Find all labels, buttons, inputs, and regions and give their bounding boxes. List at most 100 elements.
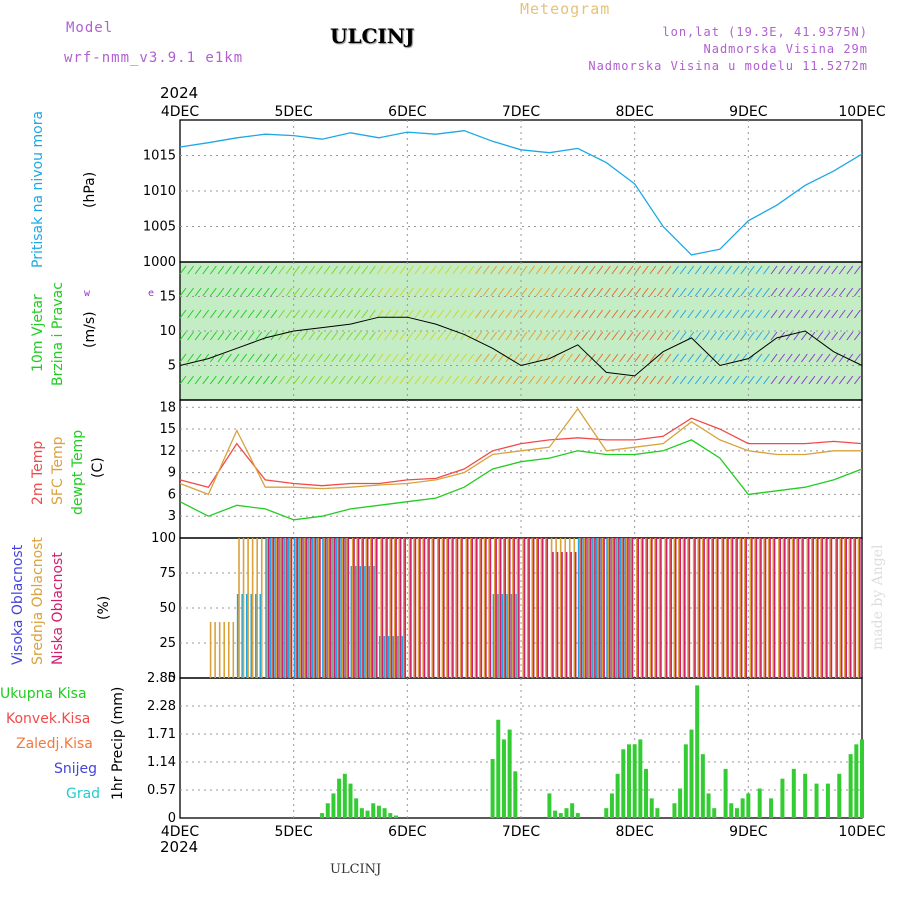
precip-bar: [854, 744, 859, 818]
cloud-bar-srednja-oblacnost: [664, 538, 667, 678]
cloud-bar-niska-oblacnost: [802, 538, 804, 678]
cloud-bar-visoka-oblacnost: [615, 538, 617, 678]
series-line-2m-temp: [179, 417, 863, 488]
wind-barb: [490, 331, 498, 341]
cloud-bar-niska-oblacnost: [821, 538, 824, 678]
cloud-bar-niska-oblacnost: [859, 538, 861, 678]
cloud-bar-srednja-oblacnost: [327, 538, 330, 678]
wind-barb: [513, 309, 520, 319]
wind-barb: [558, 375, 566, 385]
cloud-bar-srednja-oblacnost: [295, 538, 297, 678]
cloud-bar-visoka-oblacnost: [492, 594, 495, 678]
wind-barb: [785, 353, 793, 363]
wind-barb: [649, 375, 657, 385]
wind-barb: [232, 331, 240, 341]
wind-barb: [664, 353, 672, 363]
wind-barb: [664, 375, 672, 385]
wind-barb: [520, 309, 528, 319]
cloud-bar-visoka-oblacnost: [388, 636, 390, 678]
wind-barb: [603, 265, 611, 275]
cloud-bar-niska-oblacnost: [665, 538, 668, 678]
cloud-bar-visoka-oblacnost: [397, 636, 399, 678]
wind-barb: [179, 353, 187, 363]
wind-barb: [672, 287, 679, 297]
precip-bar: [678, 788, 683, 818]
ytick-label-pressure: 1010: [143, 184, 176, 199]
ytick-label-clouds: 50: [159, 601, 176, 616]
wind-barb: [664, 309, 672, 319]
wind-barb: [187, 287, 194, 297]
wind-barb: [194, 375, 202, 385]
wind-barb: [338, 265, 346, 275]
wind-barb: [209, 331, 217, 341]
wind-barb: [793, 287, 801, 297]
precip-bar: [644, 768, 649, 818]
cloud-bar-srednja-oblacnost: [384, 538, 387, 678]
series-line-sfc-temp: [179, 407, 862, 496]
cloud-bar-niska-oblacnost: [399, 538, 402, 678]
wind-barb: [369, 331, 376, 341]
wind-barb: [619, 353, 626, 363]
cloud-bar-srednja-oblacnost: [658, 538, 661, 678]
precip-bar: [615, 773, 620, 818]
sfc-temp-label: SFC Temp: [50, 436, 66, 505]
wind-barb: [278, 287, 285, 297]
cloud-bar-niska-oblacnost: [419, 538, 421, 678]
cloud-bar-visoka-oblacnost: [287, 538, 290, 678]
cloud-bar-srednja-oblacnost: [238, 538, 240, 678]
wind-barb: [596, 265, 604, 275]
cloud-bar-niska-oblacnost: [395, 538, 397, 678]
cloud-bar-niska-oblacnost: [342, 538, 345, 678]
cloud-bar-srednja-oblacnost: [701, 538, 704, 678]
wind-barb: [755, 309, 763, 319]
wind-barb: [619, 287, 626, 297]
ytick-label-clouds: 25: [159, 636, 176, 651]
wind-barb: [422, 265, 429, 275]
ytick-label-wind: 5: [168, 359, 176, 374]
cloud-bar-niska-oblacnost: [631, 538, 634, 678]
cloud-bar-srednja-oblacnost: [214, 622, 216, 678]
cloud-bar-niska-oblacnost: [513, 538, 516, 678]
cloud-bar-srednja-oblacnost: [630, 538, 632, 678]
cloud-bar-srednja-oblacnost: [351, 538, 354, 678]
wind-barb: [611, 331, 619, 341]
wind-barb: [391, 287, 399, 297]
wind-barb: [702, 353, 710, 363]
wind-barb: [179, 287, 187, 297]
lonlat-label: lon,lat (19.3E, 41.9375N): [662, 25, 868, 39]
wind-barb: [505, 331, 513, 341]
wind-barb: [687, 287, 695, 297]
cloud-bar-niska-oblacnost: [485, 538, 487, 678]
wind-barb: [467, 331, 475, 341]
wind-barb: [459, 353, 467, 363]
cloud-bar-srednja-oblacnost: [403, 538, 405, 678]
pressure-label: Pritisak na nivou mora: [30, 110, 46, 268]
cloud-bar-srednja-oblacnost: [332, 538, 335, 678]
wind-label-2: Brzina i Pravac: [50, 282, 66, 386]
cloud-bar-srednja-oblacnost: [526, 538, 529, 678]
wind-barb: [187, 353, 194, 363]
wind-barb: [437, 331, 445, 341]
cloud-bar-srednja-oblacnost: [597, 538, 599, 678]
cloud-bar-niska-oblacnost: [627, 538, 629, 678]
mid-cloud-label: Srednja Oblacnost: [30, 537, 46, 665]
wind-barb: [482, 309, 490, 319]
wind-barb: [384, 265, 392, 275]
wind-barb: [800, 331, 808, 341]
cloud-bar-niska-oblacnost: [438, 538, 441, 678]
cloud-bar-srednja-oblacnost: [654, 538, 656, 678]
cloud-bar-niska-oblacnost: [371, 538, 374, 678]
ytick-label-pressure: 1000: [143, 255, 176, 270]
cloud-bar-niska-oblacnost: [731, 538, 734, 678]
wind-barb: [406, 353, 414, 363]
wind-barb: [543, 353, 551, 363]
cloud-bar-srednja-oblacnost: [583, 538, 586, 678]
wind-barb: [376, 309, 384, 319]
wind-barb: [247, 265, 255, 275]
wind-barb: [672, 353, 679, 363]
cloud-bar-srednja-oblacnost: [749, 538, 752, 678]
cloud-bar-niska-oblacnost: [755, 538, 758, 678]
wind-barb: [376, 287, 384, 297]
wind-barb: [550, 265, 558, 275]
ytick-label-precipitation: 0: [168, 811, 176, 826]
